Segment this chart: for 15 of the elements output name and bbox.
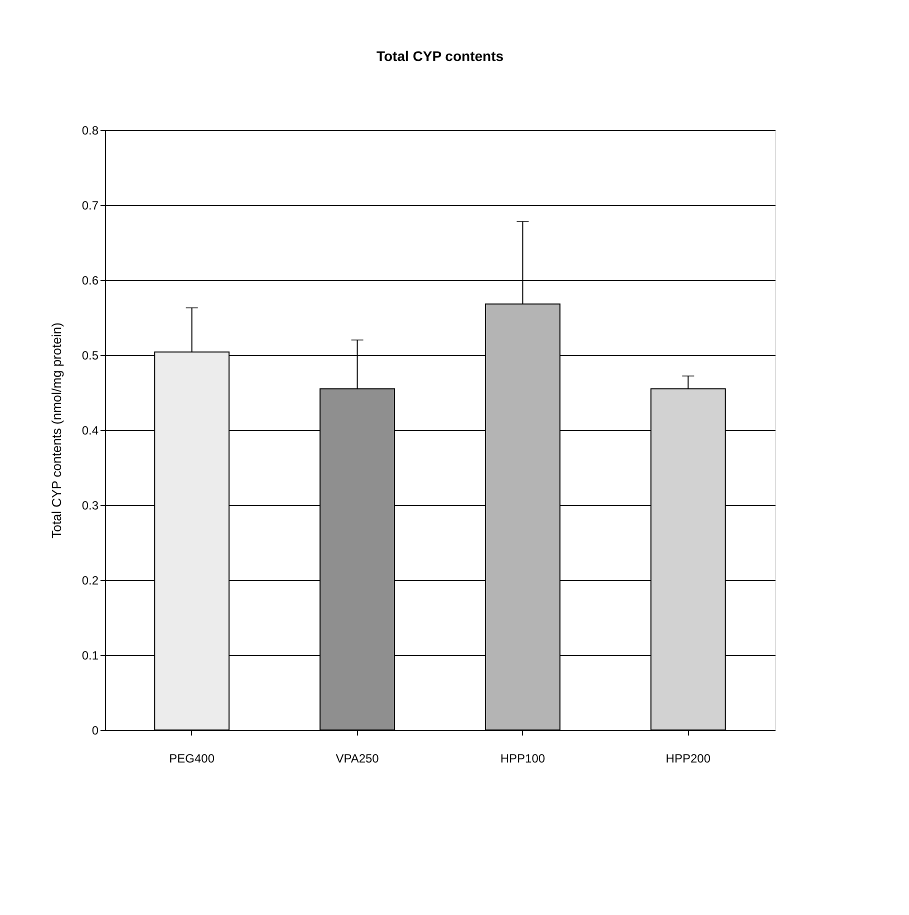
- y-axis-title: Total CYP contents (nmol/mg protein): [48, 322, 64, 538]
- y-tick-label: 0.8: [82, 124, 99, 138]
- y-tick-label: 0.1: [82, 648, 99, 662]
- x-tick-label: HPP100: [500, 752, 546, 766]
- x-tick-label: HPP200: [666, 752, 711, 766]
- chart-title: Total CYP contents: [376, 48, 504, 64]
- y-tick-label: 0: [92, 724, 99, 738]
- x-tick-label: VPA250: [336, 752, 380, 766]
- y-tick-label: 0.3: [82, 498, 99, 512]
- y-tick-label: 0.5: [82, 348, 99, 362]
- y-tick-label: 0.2: [82, 574, 99, 588]
- y-tick-label: 0.7: [82, 198, 99, 212]
- y-tick-label: 0.4: [82, 424, 99, 438]
- y-tick-label: 0.6: [82, 274, 99, 288]
- x-tick-label: PEG400: [169, 752, 215, 766]
